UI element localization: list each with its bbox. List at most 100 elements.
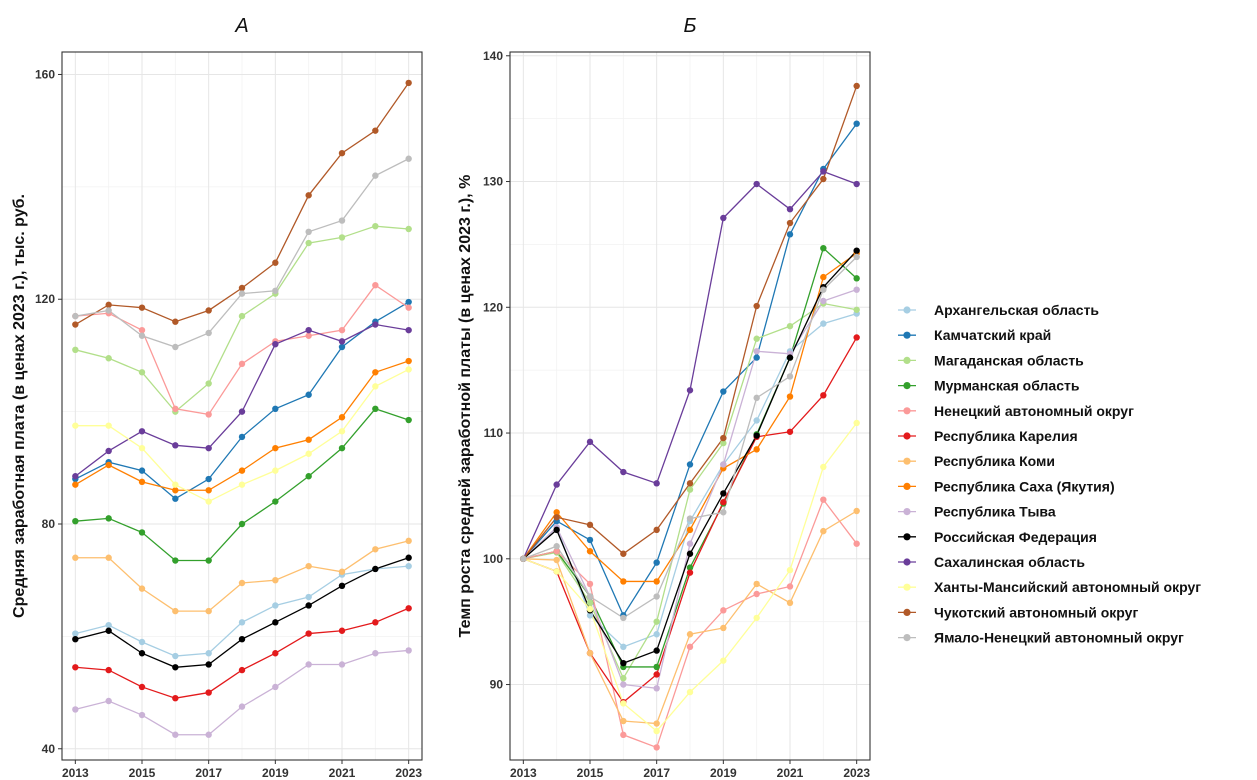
- data-point: [372, 565, 379, 573]
- data-point: [405, 155, 412, 162]
- legend-key-point: [903, 558, 911, 566]
- data-point: [653, 578, 660, 585]
- data-point: [272, 576, 279, 584]
- data-point: [272, 444, 279, 452]
- data-point: [72, 346, 79, 354]
- data-point: [786, 219, 794, 227]
- data-point: [138, 529, 146, 536]
- data-point: [338, 428, 346, 435]
- data-point: [405, 647, 412, 654]
- legend-key-point: [903, 306, 911, 314]
- legend-key-point: [903, 583, 911, 591]
- data-point: [686, 387, 694, 394]
- data-point: [820, 297, 827, 305]
- data-point: [820, 496, 827, 503]
- plot-frame: [61, 51, 423, 761]
- data-point: [105, 627, 112, 634]
- data-point: [338, 338, 346, 345]
- legend-key-point: [903, 533, 911, 541]
- data-point: [172, 318, 179, 325]
- y-axis-label: Темп роста средней заработной платы (в ц…: [457, 175, 474, 638]
- data-point: [653, 526, 660, 534]
- data-point: [753, 580, 760, 588]
- y-tick-label: 110: [484, 426, 504, 440]
- data-point: [305, 562, 312, 570]
- data-point: [105, 554, 112, 561]
- data-point: [853, 82, 860, 90]
- data-point: [753, 446, 760, 453]
- data-point: [205, 650, 212, 657]
- data-point: [586, 580, 594, 588]
- data-point: [653, 685, 660, 692]
- data-point: [786, 599, 794, 607]
- data-point: [586, 605, 594, 613]
- data-point: [753, 348, 760, 355]
- data-point: [686, 515, 694, 522]
- data-point: [138, 444, 146, 452]
- data-point: [205, 689, 212, 696]
- data-point: [820, 175, 827, 183]
- data-point: [272, 602, 279, 609]
- data-point: [138, 638, 146, 646]
- data-point: [620, 731, 627, 739]
- data-point: [338, 414, 346, 421]
- data-point: [820, 244, 827, 252]
- data-point: [753, 614, 760, 622]
- data-point: [853, 275, 860, 282]
- legend-entry-label: Ненецкий автономный округ: [934, 403, 1134, 419]
- data-point: [820, 527, 827, 535]
- data-point: [686, 461, 694, 468]
- x-tick-label: 2023: [843, 766, 870, 780]
- legend-key-point: [903, 382, 911, 390]
- data-point: [372, 650, 379, 657]
- data-point: [338, 661, 346, 668]
- legend-entry-label: Архангельская область: [934, 302, 1099, 318]
- data-point: [686, 631, 694, 638]
- data-point: [686, 486, 694, 493]
- data-point: [853, 247, 860, 254]
- data-point: [753, 335, 760, 342]
- data-point: [720, 509, 727, 516]
- data-point: [205, 411, 212, 418]
- data-point: [272, 340, 279, 348]
- data-point: [305, 593, 312, 601]
- data-point: [586, 536, 594, 544]
- data-point: [138, 369, 146, 376]
- data-point: [305, 630, 312, 637]
- data-point: [138, 711, 146, 719]
- legend-key-point: [903, 432, 911, 440]
- data-point: [720, 461, 727, 468]
- data-point: [305, 602, 312, 609]
- legend-key-point: [903, 608, 911, 617]
- y-axis-label: Средняя заработная плата (в ценах 2023 г…: [11, 194, 28, 618]
- data-point: [305, 326, 312, 334]
- data-point: [405, 416, 412, 424]
- data-point: [238, 312, 246, 320]
- legend-entry-label: Республика Тыва: [934, 504, 1056, 520]
- data-point: [172, 652, 179, 660]
- data-point: [138, 585, 146, 592]
- data-point: [72, 554, 79, 561]
- data-point: [272, 683, 279, 691]
- data-point: [753, 417, 760, 424]
- data-point: [853, 180, 860, 188]
- legend-key-point: [903, 482, 911, 490]
- x-tick-label: 2017: [195, 766, 222, 780]
- data-point: [753, 590, 760, 598]
- data-point: [586, 593, 594, 600]
- data-point: [586, 438, 594, 446]
- data-point: [105, 461, 112, 469]
- data-point: [653, 593, 660, 600]
- data-point: [138, 326, 146, 334]
- data-point: [620, 614, 627, 622]
- data-point: [653, 720, 660, 727]
- data-point: [853, 507, 860, 515]
- legend-key-point: [903, 508, 911, 516]
- x-tick-label: 2015: [129, 766, 156, 780]
- data-point: [272, 287, 279, 295]
- y-tick-label: 120: [483, 300, 503, 314]
- data-point: [272, 405, 279, 413]
- data-point: [553, 514, 560, 521]
- data-point: [720, 624, 727, 632]
- y-tick-label: 160: [35, 67, 55, 81]
